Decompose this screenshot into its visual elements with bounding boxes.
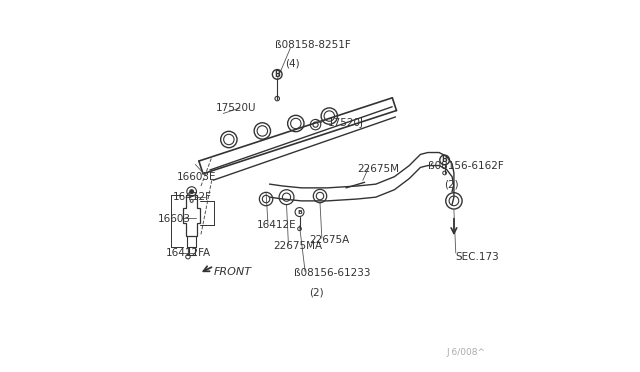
Text: 16603: 16603 xyxy=(158,215,191,224)
Circle shape xyxy=(190,190,193,193)
Text: ß08158-8251F: ß08158-8251F xyxy=(275,40,351,49)
Text: 16412F: 16412F xyxy=(173,192,212,202)
Text: SEC.173: SEC.173 xyxy=(456,252,500,262)
Text: 16412E: 16412E xyxy=(257,220,296,230)
Text: ß08156-6162F: ß08156-6162F xyxy=(428,161,504,170)
Text: (2): (2) xyxy=(309,287,323,297)
Text: J 6/008^: J 6/008^ xyxy=(447,348,486,357)
Text: 16603E: 16603E xyxy=(177,172,216,182)
Text: B: B xyxy=(297,209,302,215)
Text: (2): (2) xyxy=(445,179,460,189)
Text: 22675MA: 22675MA xyxy=(273,241,323,250)
Text: B: B xyxy=(442,155,447,164)
Text: 17520U: 17520U xyxy=(216,103,257,113)
Text: (4): (4) xyxy=(285,58,300,68)
Text: B: B xyxy=(275,70,280,79)
Text: 17520J: 17520J xyxy=(328,118,364,128)
Text: ß08156-61233: ß08156-61233 xyxy=(294,269,371,278)
Text: FRONT: FRONT xyxy=(214,267,252,276)
Text: 16412FA: 16412FA xyxy=(166,248,211,258)
Text: 22675A: 22675A xyxy=(309,235,349,245)
Text: 22675M: 22675M xyxy=(357,164,399,174)
